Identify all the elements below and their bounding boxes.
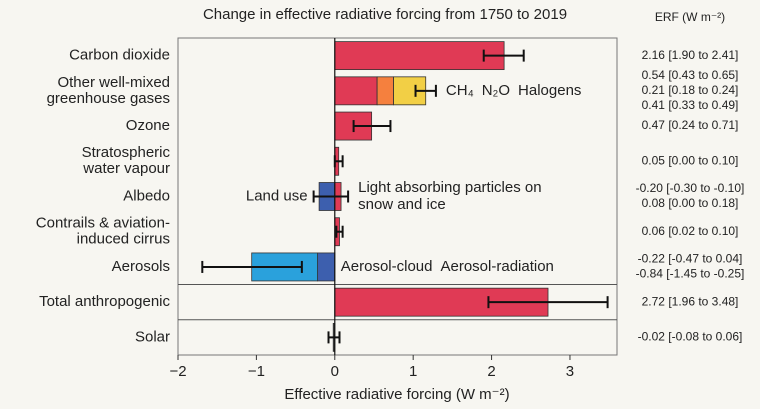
value-label: 0.05 [0.00 to 0.10] <box>642 153 739 167</box>
value-label: 0.47 [0.24 to 0.71] <box>642 118 739 132</box>
x-tick-label: 3 <box>566 363 574 380</box>
y-tick-label: induced cirrus <box>77 231 170 248</box>
segment-annotation: Aerosol-radiation <box>441 258 554 275</box>
value-label: 0.06 [0.02 to 0.10] <box>642 224 739 238</box>
bar <box>376 76 394 106</box>
value-label: 2.72 [1.96 to 3.48] <box>642 294 739 308</box>
x-tick-label: −1 <box>248 363 265 380</box>
value-label: 2.16 [1.90 to 2.41] <box>642 48 739 62</box>
bar <box>334 41 505 71</box>
value-label: -0.22 [-0.47 to 0.04] <box>638 252 743 266</box>
segment-annotation: Halogens <box>518 82 581 99</box>
value-label: 0.54 [0.43 to 0.65] <box>642 68 739 82</box>
value-label: -0.84 [-1.45 to -0.25] <box>636 267 745 281</box>
y-tick-label: Albedo <box>123 187 170 204</box>
segment-annotation: Light absorbing particles on <box>358 179 541 196</box>
y-tick-label: Other well-mixed <box>57 74 170 91</box>
x-tick-label: 1 <box>409 363 417 380</box>
segment-annotation: snow and ice <box>358 196 446 213</box>
x-tick-label: 2 <box>487 363 495 380</box>
value-label: -0.02 [-0.08 to 0.06] <box>638 330 743 344</box>
y-tick-label: Aerosols <box>112 258 170 275</box>
y-tick-label: water vapour <box>82 160 170 177</box>
bar <box>317 252 336 282</box>
y-tick-label: greenhouse gases <box>47 90 170 107</box>
y-tick-label: Total anthropogenic <box>39 293 170 310</box>
value-label: 0.41 [0.33 to 0.49] <box>642 98 739 112</box>
segment-annotation: Aerosol-cloud <box>341 258 433 275</box>
bar <box>334 76 378 106</box>
x-tick-label: −2 <box>169 363 186 380</box>
value-label: 0.08 [0.00 to 0.18] <box>642 196 739 210</box>
y-tick-label: Ozone <box>126 117 170 134</box>
value-label: -0.20 [-0.30 to -0.10] <box>636 181 745 195</box>
x-axis-title: Effective radiative forcing (W m⁻²) <box>284 386 509 403</box>
y-tick-label: Stratospheric <box>82 144 171 161</box>
y-tick-label: Contrails & aviation- <box>36 215 170 232</box>
y-tick-label: Solar <box>135 328 170 345</box>
value-label: 0.21 [0.18 to 0.24] <box>642 83 739 97</box>
segment-annotation: N₂O <box>482 82 510 99</box>
segment-annotation: CH₄ <box>446 82 474 99</box>
value-header: ERF (W m⁻²) <box>655 10 725 24</box>
y-tick-label: Carbon dioxide <box>69 47 170 64</box>
x-tick-label: 0 <box>331 363 339 380</box>
chart-title: Change in effective radiative forcing fr… <box>203 6 567 23</box>
plot-frame <box>177 37 618 356</box>
segment-annotation: Land use <box>246 187 308 204</box>
